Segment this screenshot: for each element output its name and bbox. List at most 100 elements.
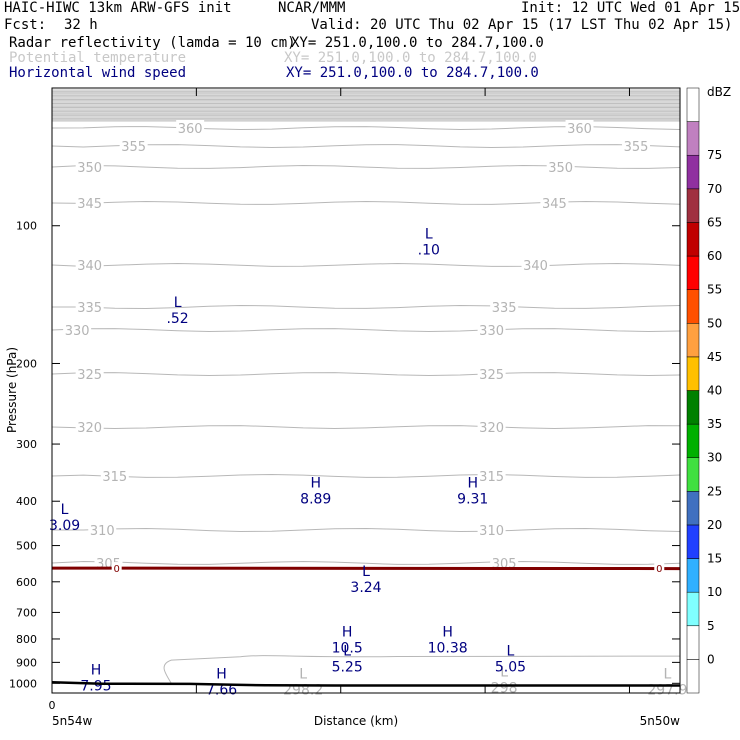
colorbar-swatch (686, 457, 700, 492)
colorbar-unit: dBZ (707, 85, 731, 99)
theta-label: 345 (542, 197, 567, 212)
wind-extremum: L5.25 (332, 643, 363, 675)
colorbar-label: 65 (707, 215, 722, 229)
theta-label-bg (477, 522, 506, 537)
theta-line (51, 144, 681, 149)
theta-label-bg (176, 120, 205, 135)
wind-extremum: H10.5 (332, 625, 363, 657)
wind-extremum: L3.09 (49, 502, 80, 534)
y-tick-label: 700 (16, 606, 37, 619)
theta-label-bg (521, 257, 550, 272)
y-tick-label: 400 (16, 495, 37, 508)
y-tick-label: 1000 (9, 677, 37, 690)
wind-extremum-kind: L (507, 643, 515, 659)
colorbar-label: 40 (707, 384, 722, 398)
theta-contour-345: 345 345 (51, 195, 681, 212)
reflectivity-label: 0 (656, 564, 662, 575)
colorbar-swatch (686, 188, 700, 223)
theta-label-bg (88, 522, 117, 537)
wind-extremum-value: 10.38 (428, 641, 468, 657)
wind-extremum-value: 10.5 (332, 641, 363, 657)
theta-label-bg (100, 468, 129, 483)
wind-extremum-value: 9.31 (457, 492, 488, 508)
theta-label-bg (75, 195, 104, 210)
colorbar-swatch (686, 423, 700, 458)
colorbar-swatch (686, 356, 700, 391)
theta-contour-310: 310 310 (52, 522, 681, 539)
colorbar-swatch (686, 524, 700, 559)
wind-extremum-value: 5.05 (495, 659, 526, 675)
theta-label: 340 (77, 259, 102, 274)
x-right-label: 5n50w (640, 714, 681, 728)
theta-contour-340: 340 340 (51, 257, 681, 274)
x-tick-label-0: 0 (49, 699, 56, 712)
theta-extremum-kind: L (299, 666, 307, 682)
theta-label-bg (75, 299, 104, 314)
colorbar-swatch (686, 222, 700, 257)
theta-label: 320 (77, 421, 102, 436)
theta-label-bg (75, 366, 104, 381)
theta-contour-335: 335 335 (52, 299, 681, 316)
reflectivity-contour (51, 566, 681, 571)
wind-extremum-value: 8.89 (300, 492, 331, 508)
colorbar-swatch (686, 154, 700, 190)
axes: 100 200 300 400 500 600 700 800 900 1000 (9, 87, 681, 694)
theta-contour-325: 325 325 (51, 366, 681, 383)
wind-extremum-kind: H (216, 666, 227, 682)
colorbar-label: 15 (707, 552, 722, 566)
fcst-value: 32 h (64, 17, 98, 33)
theta-label-bg (540, 195, 569, 210)
theta-label-bg (75, 159, 104, 174)
wind-extremum-value: 3.09 (49, 518, 80, 534)
colorbar-label: 50 (707, 316, 722, 330)
colorbar-label: 60 (707, 249, 722, 263)
theta-label: 325 (77, 368, 102, 383)
wind-extremum-kind: L (174, 295, 182, 311)
colorbar-swatch (686, 591, 700, 627)
colorbar-label: 20 (707, 518, 722, 532)
theta-label: 330 (479, 324, 504, 339)
colorbar-swatch (686, 255, 700, 290)
theta-label-bg (490, 299, 519, 314)
wind-extremum-kind: H (91, 662, 102, 678)
colorbar-swatch (686, 289, 700, 324)
theta-label: 335 (77, 301, 102, 316)
theta-line (52, 304, 681, 310)
theta-line (51, 164, 681, 169)
theta-contour-360: 360 360 (51, 120, 681, 137)
wind-extremum: H8.89 (300, 476, 331, 508)
colorbar-label: 30 (707, 451, 722, 465)
theta-label: 350 (548, 161, 573, 176)
wind-extremum-kind: H (342, 625, 353, 641)
theta-label: 355 (121, 140, 146, 155)
org-label: NCAR/MMM (278, 0, 346, 16)
theta-label-bg (477, 468, 506, 483)
colorbar-label: 45 (707, 350, 722, 364)
colorbar-swatch (686, 558, 700, 593)
theta-label: 350 (77, 161, 102, 176)
theta-extremum-kind: L (664, 666, 672, 682)
theta-label-bg (477, 366, 506, 381)
theta-label: 325 (479, 368, 504, 383)
field-3-name: Horizontal wind speed (9, 65, 187, 81)
theta-extremum-value: 298 (491, 680, 518, 696)
theta-label-bg (622, 138, 651, 153)
wind-extremum-value: 5.25 (332, 659, 363, 675)
wind-extremum: H10.38 (428, 625, 468, 657)
wind-extremum-value: 7.95 (80, 678, 111, 694)
wind-extrema: L.10L.52H8.89H9.31L3.09L3.24H10.5H10.38L… (49, 227, 526, 699)
theta-label: 360 (567, 122, 592, 137)
theta-label-bg (490, 555, 519, 570)
field-2-name: Potential temperature (9, 50, 187, 66)
wind-extremum-kind: H (467, 476, 478, 492)
theta-label-bg (477, 322, 506, 337)
wind-extremum-kind: L (343, 643, 351, 659)
theta-label-bg (119, 138, 148, 153)
init-time: Init: 12 UTC Wed 01 Apr 15 (521, 0, 740, 16)
field-3-xy: XY= 251.0,100.0 to 284.7,100.0 (286, 65, 539, 81)
field-1-name: Radar reflectivity (lamda = 10 cm) (9, 35, 296, 51)
theta-line-surface (163, 655, 681, 684)
y-tick-label: 100 (16, 220, 37, 233)
theta-label: 315 (479, 470, 504, 485)
